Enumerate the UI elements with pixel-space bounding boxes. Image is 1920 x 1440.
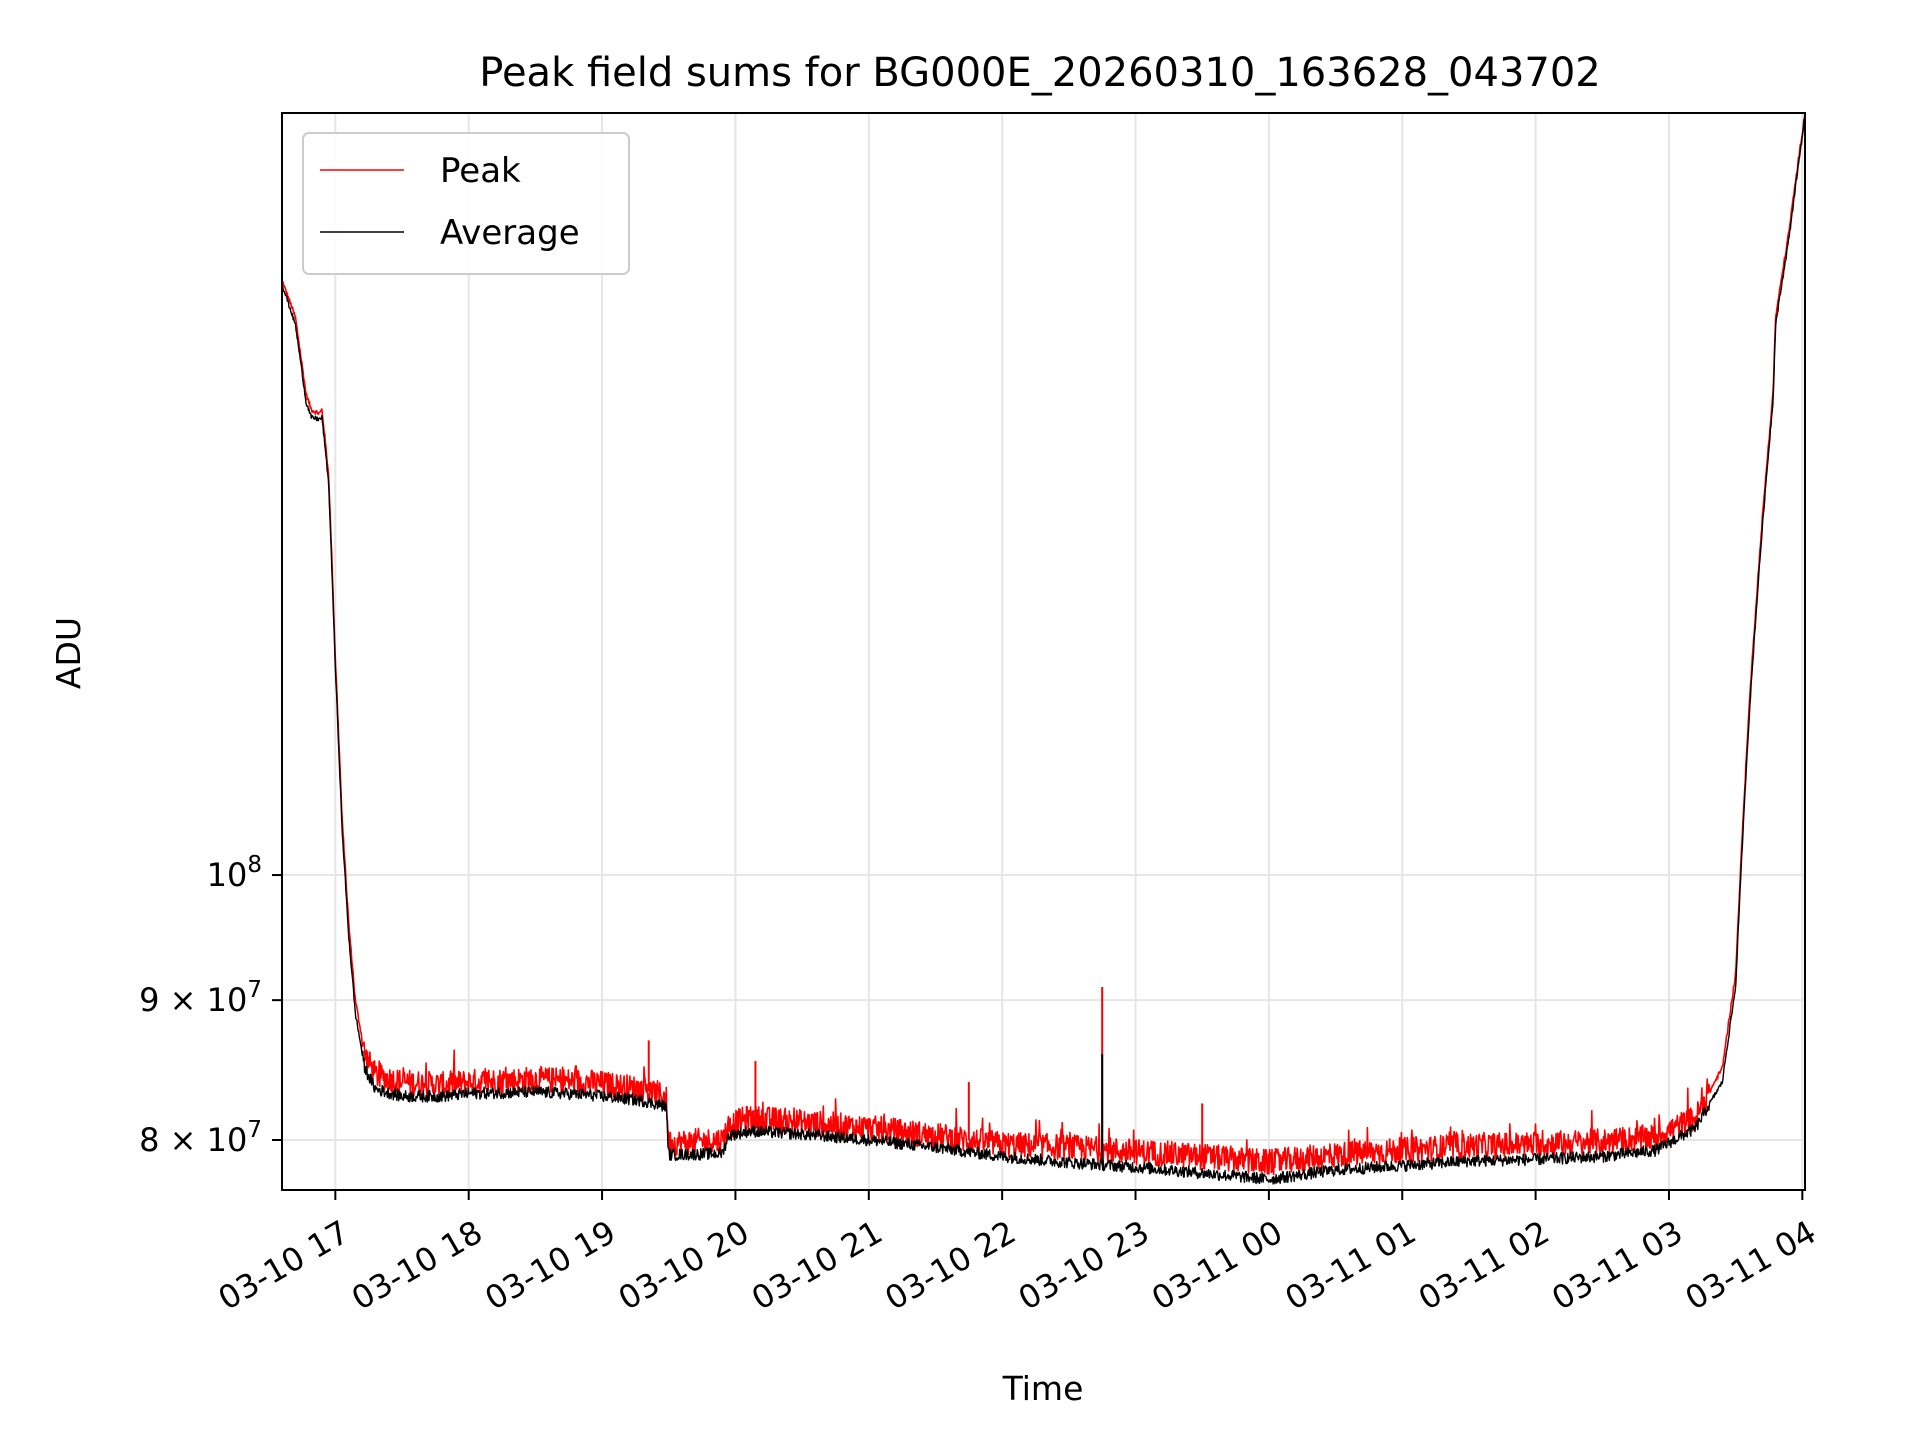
legend: Peak Average	[302, 132, 630, 275]
x-axis-label: Time	[1002, 1369, 1084, 1408]
y-tick-label: 108	[207, 852, 262, 894]
series-line-peak	[281, 112, 1806, 1176]
plot-series	[281, 112, 1806, 1185]
legend-box	[302, 132, 630, 275]
y-axis-label: ADU	[49, 617, 88, 689]
grid	[282, 113, 1805, 1190]
legend-label-average: Average	[440, 213, 580, 253]
y-tick-label: 9 × 107	[139, 977, 262, 1019]
y-tick-label: 8 × 107	[139, 1117, 262, 1159]
chart-title: Peak field sums for BG000E_20260310_1636…	[479, 50, 1600, 96]
series-line-average	[281, 113, 1806, 1185]
y-axis-ticks: 108 9 × 107 8 × 107	[139, 852, 282, 1159]
axes-frame	[281, 112, 1806, 1191]
legend-label-peak: Peak	[440, 151, 521, 191]
